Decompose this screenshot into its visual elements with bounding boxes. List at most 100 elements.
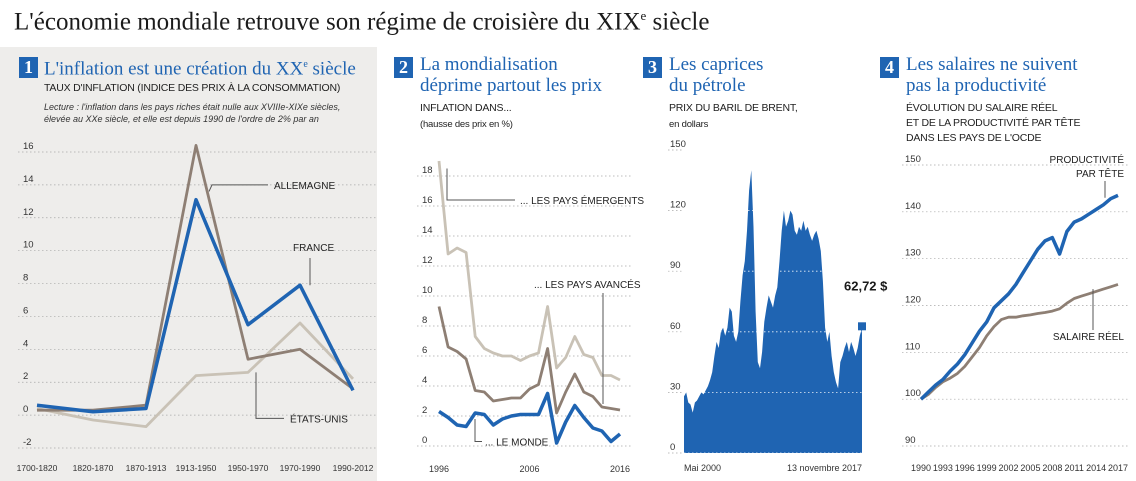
last-value-label: 62,72 $ bbox=[844, 278, 888, 293]
y-tick-label: 0 bbox=[422, 435, 427, 446]
y-tick-label: 12 bbox=[23, 207, 34, 218]
series-line-1 bbox=[36, 197, 355, 414]
x-tick-label: 1999 bbox=[977, 463, 997, 473]
x-tick-label: 1990-2012 bbox=[333, 463, 374, 473]
label-leader bbox=[255, 372, 284, 419]
y-tick-label: 6 bbox=[422, 345, 427, 356]
panel-number: 3 bbox=[643, 57, 662, 78]
panel-number: 1 bbox=[19, 57, 38, 78]
y-tick-label: 130 bbox=[905, 248, 921, 259]
y-tick-label: 16 bbox=[23, 141, 34, 152]
y-tick-label: 14 bbox=[422, 225, 433, 236]
page-headline: L'économie mondiale retrouve son régime … bbox=[14, 8, 710, 36]
panel-number: 2 bbox=[394, 57, 413, 78]
y-tick-label: 100 bbox=[905, 388, 921, 399]
y-tick-label: 120 bbox=[670, 200, 686, 211]
panel-subtitle-line-1: ÉVOLUTION DU SALAIRE RÉEL bbox=[906, 102, 1058, 114]
series-line-2 bbox=[36, 321, 355, 429]
price-area bbox=[684, 170, 862, 453]
y-tick-label: 90 bbox=[905, 435, 916, 446]
y-tick-label: 12 bbox=[422, 255, 433, 266]
x-tick-label: 1990 bbox=[911, 463, 931, 473]
x-tick-label: 1970-1990 bbox=[280, 463, 321, 473]
x-tick-label: 1700-1820 bbox=[17, 463, 58, 473]
x-tick-label: 1870-1913 bbox=[126, 463, 167, 473]
y-tick-label: 10 bbox=[422, 285, 433, 296]
y-tick-label: 10 bbox=[23, 240, 34, 251]
x-tick-label: 1993 bbox=[933, 463, 953, 473]
x-tick-label: 2006 bbox=[519, 464, 539, 474]
panel-subtitle-unit: (hausse des prix en %) bbox=[420, 119, 513, 130]
x-tick-label: 2008 bbox=[1042, 463, 1062, 473]
x-tick-label: 1996 bbox=[955, 463, 975, 473]
y-tick-label: 0 bbox=[670, 442, 675, 453]
y-tick-label: 150 bbox=[670, 139, 686, 150]
y-tick-label: 110 bbox=[905, 341, 920, 352]
panel-title-line-2: du pétrole bbox=[669, 75, 746, 96]
panel-subtitle-line-3: DANS LES PAYS DE L'OCDE bbox=[906, 132, 1042, 144]
label-leader bbox=[446, 168, 515, 201]
series-label-monde: ... LE MONDE bbox=[485, 438, 549, 449]
y-tick-label: 140 bbox=[905, 201, 921, 212]
y-tick-label: 8 bbox=[23, 273, 28, 284]
series-label-etats-unis: ÉTATS-UNIS bbox=[290, 412, 348, 425]
panel-subtitle-unit: en dollars bbox=[669, 119, 709, 130]
series-line-2 bbox=[438, 391, 622, 445]
series-label-france: FRANCE bbox=[293, 243, 334, 254]
x-tick-label: 2005 bbox=[1020, 463, 1040, 473]
panel-globalisation: 2 La mondialisation déprime partout les … bbox=[393, 47, 633, 481]
panel-oil-price: 3 Les caprices du pétrole PRIX DU BARIL … bbox=[641, 47, 873, 481]
panel-title-line-1: Les caprices bbox=[669, 54, 764, 75]
y-tick-label: 6 bbox=[23, 305, 28, 316]
panel-subtitle-line-2: ET DE LA PRODUCTIVITÉ PAR TÊTE bbox=[906, 117, 1081, 129]
last-value-marker bbox=[858, 322, 866, 331]
x-tick-label: 2016 bbox=[610, 464, 630, 474]
label-leader bbox=[208, 184, 268, 192]
series-label-productivite-line-1: PRODUCTIVITÉ bbox=[1050, 153, 1125, 166]
x-tick-label: 1913-1950 bbox=[176, 463, 217, 473]
panel-subtitle: TAUX D'INFLATION (INDICE DES PRIX À LA C… bbox=[44, 82, 341, 94]
series-line-0 bbox=[437, 160, 621, 382]
panel-number: 4 bbox=[880, 57, 899, 78]
panel-title: L'inflation est une création du XXe sièc… bbox=[44, 58, 356, 80]
y-tick-label: 2 bbox=[23, 371, 28, 382]
series-label-allemagne: ALLEMAGNE bbox=[274, 181, 335, 192]
series-line-1 bbox=[920, 283, 1119, 401]
series-line-1 bbox=[437, 306, 621, 415]
panel-title-line-2: pas la productivité bbox=[906, 75, 1047, 96]
y-tick-label: 120 bbox=[905, 295, 921, 306]
x-tick-label: 1996 bbox=[429, 464, 449, 474]
y-tick-label: 60 bbox=[670, 321, 681, 332]
x-tick-label: 2002 bbox=[999, 463, 1019, 473]
series-line-0 bbox=[919, 193, 1119, 401]
x-tick-label: 1950-1970 bbox=[228, 463, 269, 473]
y-tick-label: 90 bbox=[670, 260, 681, 271]
panel-title-line-1: La mondialisation bbox=[420, 54, 558, 75]
y-tick-label: 16 bbox=[422, 195, 433, 206]
x-tick-label: 2011 bbox=[1065, 463, 1084, 473]
panel-title-line-1: Les salaires ne suivent bbox=[906, 54, 1078, 75]
x-tick-label: 2017 bbox=[1108, 463, 1128, 473]
y-tick-label: 2 bbox=[422, 405, 427, 416]
y-tick-label: 150 bbox=[905, 154, 921, 165]
x-tick-label: 13 novembre 2017 bbox=[787, 463, 862, 473]
y-tick-label: 8 bbox=[422, 315, 427, 326]
y-tick-label: 4 bbox=[422, 375, 427, 386]
y-tick-label: -2 bbox=[23, 437, 31, 448]
panel-title-line-2: déprime partout les prix bbox=[420, 75, 603, 96]
series-label-emergents: ... LES PAYS ÉMERGENTS bbox=[520, 194, 644, 207]
y-tick-label: 14 bbox=[23, 174, 34, 185]
y-tick-label: 18 bbox=[422, 165, 433, 176]
panel-wages-productivity: 4 Les salaires ne suivent pas la product… bbox=[878, 47, 1136, 481]
y-tick-label: 30 bbox=[670, 381, 681, 392]
x-tick-label: 2014 bbox=[1086, 463, 1106, 473]
series-label-avances: ... LES PAYS AVANCÉS bbox=[534, 278, 641, 291]
series-label-salaire: SALAIRE RÉEL bbox=[1053, 330, 1125, 343]
reading-note-line-1: Lecture : l'inflation dans les pays rich… bbox=[44, 102, 341, 112]
x-tick-label: Mai 2000 bbox=[684, 463, 721, 473]
y-tick-label: 0 bbox=[23, 404, 28, 415]
panel-inflation-history: 1 L'inflation est une création du XXe si… bbox=[0, 47, 377, 481]
label-leader bbox=[474, 419, 482, 442]
reading-note-line-2: élevée au XXe siècle, et elle est depuis… bbox=[44, 114, 319, 124]
